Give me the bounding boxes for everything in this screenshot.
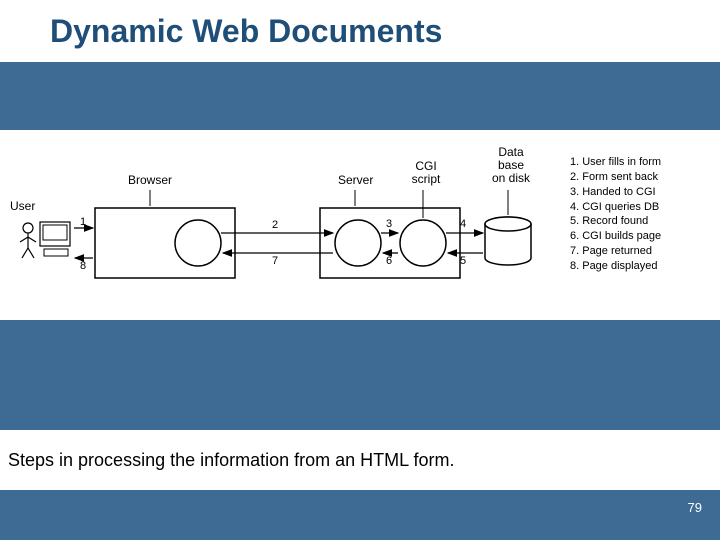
user-icon [20, 222, 70, 258]
server-circle [335, 220, 381, 266]
step-5: 5. Record found [570, 214, 661, 229]
arrow-num-1: 1 [80, 216, 86, 228]
arrow-num-2: 2 [272, 219, 278, 231]
step-4: 4. CGI queries DB [570, 200, 661, 215]
slide: Dynamic Web Documents [0, 0, 720, 540]
title-area: Dynamic Web Documents [0, 0, 720, 62]
arrow-num-8: 8 [80, 260, 86, 272]
cgi-circle [400, 220, 446, 266]
footer-band: 79 [0, 490, 720, 540]
caption-area: Steps in processing the information from… [0, 430, 720, 490]
server-label: Server [338, 174, 373, 187]
caption: Steps in processing the information from… [8, 450, 455, 471]
page-title: Dynamic Web Documents [50, 13, 442, 50]
step-3: 3. Handed to CGI [570, 185, 661, 200]
arrow-num-3: 3 [386, 218, 392, 230]
diagram: User Browser Server CGIscript Databaseon… [0, 130, 720, 320]
arrow-num-6: 6 [386, 255, 392, 267]
steps-list: 1. User fills in form 2. Form sent back … [570, 155, 661, 274]
cgi-label: CGIscript [408, 160, 444, 186]
browser-circle [175, 220, 221, 266]
blue-band-lower [0, 320, 720, 430]
step-7: 7. Page returned [570, 244, 661, 259]
db-label: Databaseon disk [490, 146, 532, 186]
browser-label: Browser [128, 174, 172, 187]
arrow-num-4: 4 [460, 218, 466, 230]
page-number: 79 [688, 500, 702, 515]
step-8: 8. Page displayed [570, 259, 661, 274]
arrow-num-5: 5 [460, 255, 466, 267]
arrow-num-7: 7 [272, 255, 278, 267]
step-1: 1. User fills in form [570, 155, 661, 170]
step-2: 2. Form sent back [570, 170, 661, 185]
step-6: 6. CGI builds page [570, 229, 661, 244]
blue-band-upper [0, 62, 720, 130]
database-icon [485, 217, 531, 265]
user-label: User [10, 200, 35, 213]
